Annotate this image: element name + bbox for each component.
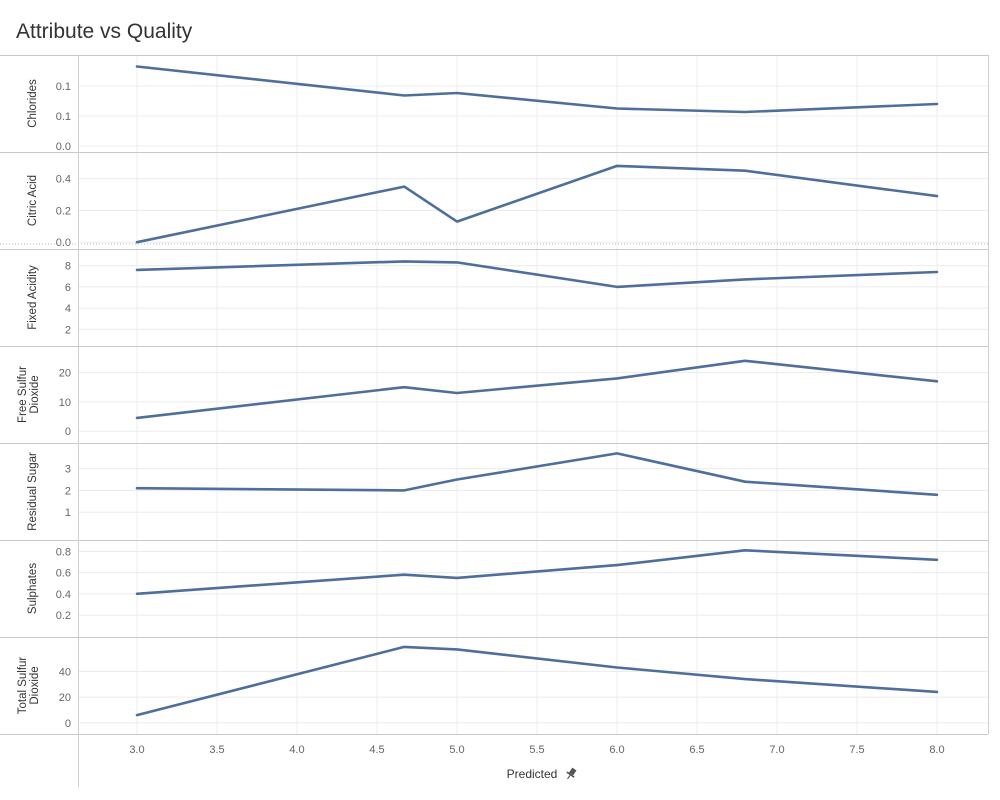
y-tick-label: 0.4 xyxy=(56,589,71,601)
series-line xyxy=(135,260,939,289)
row-panel: 0.0 0.1 0.1 Chlorides xyxy=(0,55,988,153)
y-tick-label: 0.0 xyxy=(56,237,71,249)
row-label-line: Chlorides xyxy=(27,79,39,128)
row-label-line: Dioxide xyxy=(29,666,41,704)
x-tick-label: 3.0 xyxy=(129,744,144,756)
row-label-line: Residual Sugar xyxy=(27,452,39,531)
chart-title: Attribute vs Quality xyxy=(16,20,193,43)
pin-icon[interactable] xyxy=(564,767,578,782)
row-label-line: Sulphates xyxy=(27,563,39,614)
pin-base xyxy=(566,771,575,778)
y-tick-label: 2 xyxy=(65,324,71,336)
row-label: Chlorides xyxy=(27,79,39,128)
series-line xyxy=(135,65,939,114)
x-tick-label: 7.5 xyxy=(849,744,864,756)
x-tick-label: 7.0 xyxy=(769,744,784,756)
y-tick-label: 6 xyxy=(65,282,71,294)
y-tick-label: 0.0 xyxy=(56,141,71,153)
row-panel: 0 20 40 Total SulfurDioxide xyxy=(0,637,988,730)
y-tick-label: 20 xyxy=(59,692,71,704)
series-line xyxy=(135,164,939,244)
x-tick-label: 5.5 xyxy=(529,744,544,756)
y-tick-label: 0.6 xyxy=(56,568,71,580)
y-tick-label: 4 xyxy=(65,303,71,315)
x-tick-label: 4.5 xyxy=(369,744,384,756)
row-label-line: Citric Acid xyxy=(27,175,39,226)
row-panel: 0.0 0.2 0.4 Citric Acid xyxy=(0,152,988,249)
row-panel: 2 4 6 8 Fixed Acidity xyxy=(0,249,988,336)
row-label: Fixed Acidity xyxy=(27,265,39,330)
y-tick-label: 0 xyxy=(65,426,71,438)
row-label-line: Fixed Acidity xyxy=(27,265,39,330)
pin-needle xyxy=(567,774,571,780)
y-tick-label: 8 xyxy=(65,261,71,273)
row-panel: 0.2 0.4 0.6 0.8 Sulphates xyxy=(0,540,988,622)
series-line xyxy=(135,359,939,420)
y-tick-label: 0.8 xyxy=(56,546,71,558)
row-label: Free SulfurDioxide xyxy=(17,366,41,423)
x-tick-label: 4.0 xyxy=(289,744,304,756)
y-tick-label: 3 xyxy=(65,464,71,476)
row-label-line: Free Sulfur xyxy=(17,366,29,423)
row-label: Total SulfurDioxide xyxy=(17,657,41,715)
row-label: Sulphates xyxy=(27,563,39,614)
y-tick-label: 2 xyxy=(65,485,71,497)
series-line xyxy=(135,548,939,596)
row-label-line: Dioxide xyxy=(29,375,41,413)
y-tick-label: 10 xyxy=(59,397,71,409)
y-tick-label: 0.1 xyxy=(56,111,71,123)
row-label: Residual Sugar xyxy=(27,452,39,531)
y-tick-label: 20 xyxy=(59,368,71,380)
y-tick-label: 0.1 xyxy=(56,81,71,93)
series-line xyxy=(135,645,939,717)
x-tick-label: 8.0 xyxy=(929,744,944,756)
pin-head xyxy=(568,767,577,776)
x-tick-label: 5.0 xyxy=(449,744,464,756)
row-label: Citric Acid xyxy=(27,175,39,226)
y-tick-label: 0.2 xyxy=(56,205,71,217)
row-label-line: Total Sulfur xyxy=(17,657,29,715)
y-tick-label: 40 xyxy=(59,666,71,678)
series-line xyxy=(135,452,939,497)
y-tick-label: 0.2 xyxy=(56,610,71,622)
row-panel: 1 2 3 Residual Sugar xyxy=(0,443,988,531)
y-tick-label: 1 xyxy=(65,507,71,519)
x-tick-label: 6.0 xyxy=(609,744,624,756)
x-tick-label: 6.5 xyxy=(689,744,704,756)
row-panel: 0 10 20 Free SulfurDioxide xyxy=(0,346,988,438)
x-tick-label: 3.5 xyxy=(209,744,224,756)
y-tick-label: 0.4 xyxy=(56,174,71,186)
y-tick-label: 0 xyxy=(65,718,71,730)
x-axis-label[interactable]: Predicted xyxy=(507,767,558,781)
